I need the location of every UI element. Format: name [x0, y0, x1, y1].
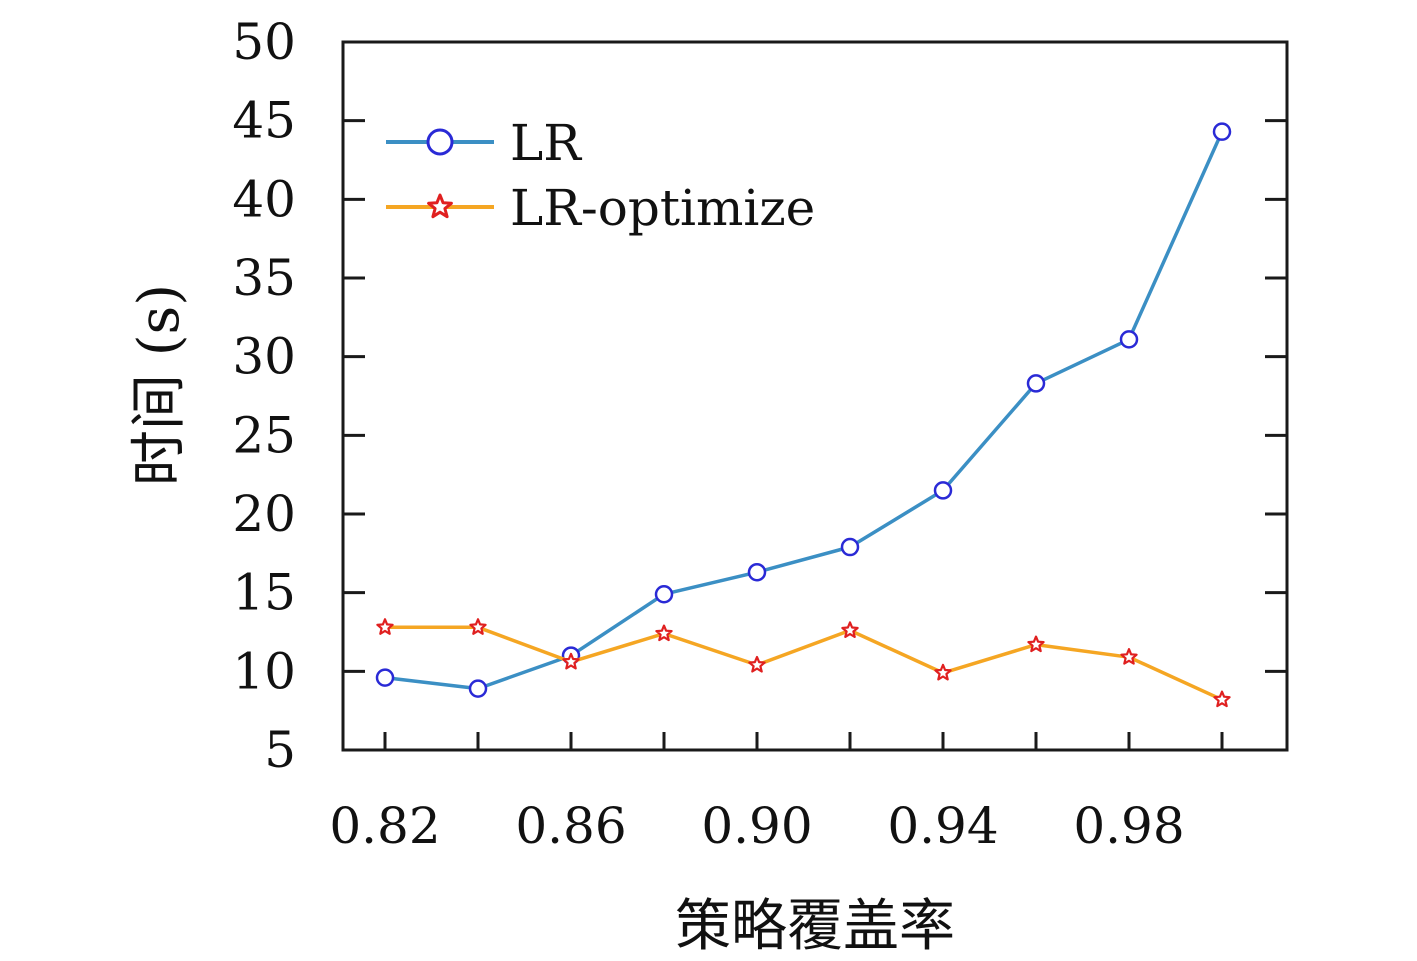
data-point — [840, 537, 860, 557]
series-layer — [375, 122, 1232, 708]
y-tick-label: 30 — [232, 328, 296, 386]
data-point — [1212, 122, 1232, 141]
data-point — [375, 668, 395, 687]
y-tick-label: 15 — [232, 564, 296, 622]
x-axis: 0.82 0.86 0.90 0.94 0.98 — [329, 732, 1224, 855]
data-point — [934, 663, 952, 681]
data-point — [841, 621, 859, 639]
x-axis-title: 策略覆盖率 — [675, 894, 955, 959]
data-point — [1120, 648, 1138, 665]
plot-frame — [341, 40, 1289, 752]
data-point — [933, 481, 953, 500]
x-tick-label: 0.90 — [701, 797, 812, 855]
data-point — [469, 618, 487, 635]
data-point — [468, 679, 488, 698]
data-point — [1119, 330, 1139, 349]
series-lr — [375, 122, 1232, 698]
x-tick-label: 0.82 — [329, 797, 440, 855]
data-point — [1027, 635, 1045, 653]
y-tick-label: 50 — [232, 13, 296, 71]
series-line — [384, 130, 1224, 691]
legend-star-marker — [427, 193, 453, 219]
data-point — [1026, 374, 1046, 393]
y-tick-label: 20 — [232, 485, 296, 543]
legend-label: LR-optimize — [510, 179, 815, 237]
y-tick-label: 40 — [232, 170, 296, 228]
x-tick-label: 0.98 — [1073, 797, 1184, 855]
data-point — [747, 562, 767, 582]
y-tick-label: 25 — [232, 406, 296, 464]
legend-label: LR — [510, 114, 582, 172]
x-tick-label: 0.94 — [887, 797, 998, 855]
series-line — [385, 625, 1223, 702]
x-tick-label: 0.86 — [515, 797, 626, 855]
data-point — [748, 655, 766, 673]
legend: LR LR-optimize — [386, 114, 815, 237]
y-tick-label: 45 — [232, 92, 296, 150]
y-axis-title: 时间 (s) — [127, 284, 192, 486]
data-point — [1213, 690, 1231, 708]
data-point — [376, 618, 394, 635]
legend-circle-marker — [426, 128, 454, 156]
y-tick-label: 10 — [232, 642, 296, 700]
y-tick-label: 35 — [232, 249, 296, 307]
y-tick-label: 5 — [264, 721, 296, 779]
data-point — [655, 624, 673, 642]
data-point — [562, 652, 580, 670]
y-axis: 5 10 15 20 25 30 35 40 45 50 — [232, 13, 1287, 779]
series-lr-optimize — [376, 618, 1231, 708]
data-point — [654, 584, 674, 604]
